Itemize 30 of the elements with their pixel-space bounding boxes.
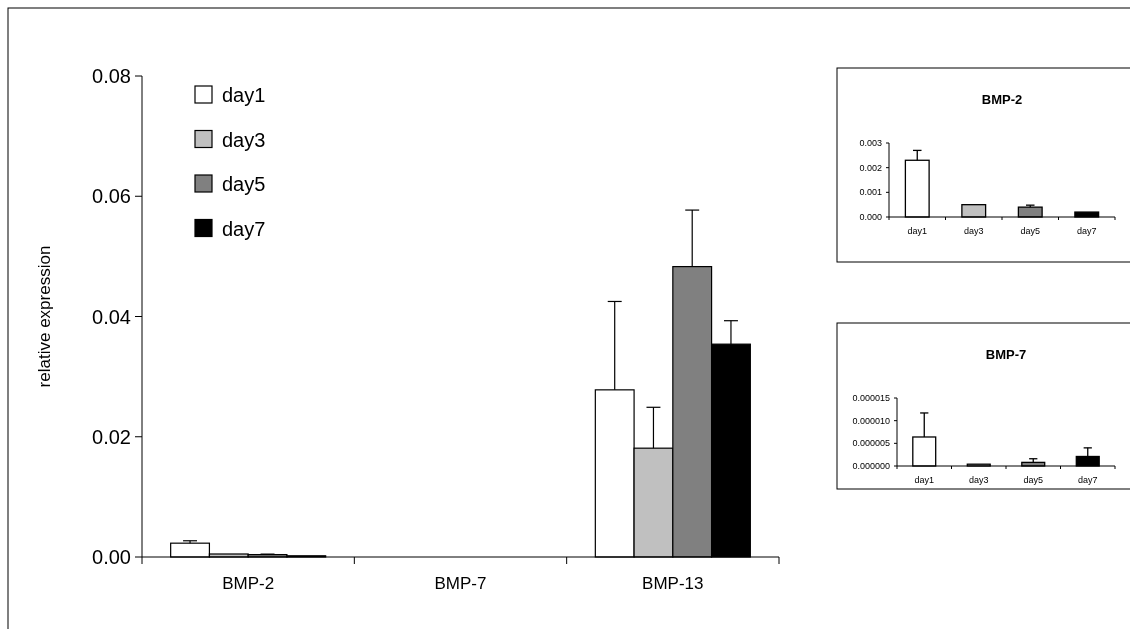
y-tick-label: 0.002 — [859, 162, 882, 173]
x-tick-label: day1 — [914, 475, 935, 486]
y-tick-label: 0.000015 — [852, 393, 890, 404]
y-tick-label: 0.003 — [859, 138, 882, 149]
legend-label: day1 — [222, 84, 266, 106]
legend-label: day3 — [222, 128, 266, 151]
x-tick-label: day3 — [963, 226, 984, 237]
y-tick-label: 0.08 — [92, 65, 131, 87]
chart-title: BMP-2 — [981, 92, 1023, 107]
y-axis-title: relative expression — [35, 245, 54, 388]
y-tick-label: 0.001 — [859, 187, 882, 198]
legend-label: day5 — [222, 173, 266, 195]
x-tick-label: day7 — [1076, 226, 1097, 237]
x-tick-label: BMP-13 — [642, 574, 704, 594]
y-tick-label: 0.000010 — [852, 415, 890, 426]
x-tick-label: day5 — [1023, 475, 1044, 486]
y-tick-label: 0.04 — [92, 305, 131, 328]
x-tick-label: day1 — [907, 226, 928, 237]
y-tick-label: 0.02 — [92, 425, 131, 448]
x-tick-label: day7 — [1077, 475, 1098, 486]
x-tick-label: BMP-7 — [434, 574, 487, 594]
x-tick-label: day5 — [1020, 226, 1041, 237]
x-tick-label: BMP-2 — [222, 574, 275, 594]
y-tick-label: 0.00 — [92, 546, 131, 568]
y-tick-label: 0.000005 — [852, 438, 890, 449]
y-tick-label: 0.000000 — [852, 461, 890, 472]
chart-title: BMP-7 — [985, 347, 1027, 362]
y-tick-label: 0.000 — [859, 212, 882, 223]
y-tick-label: 0.06 — [92, 185, 131, 208]
x-tick-label: day3 — [968, 475, 989, 486]
